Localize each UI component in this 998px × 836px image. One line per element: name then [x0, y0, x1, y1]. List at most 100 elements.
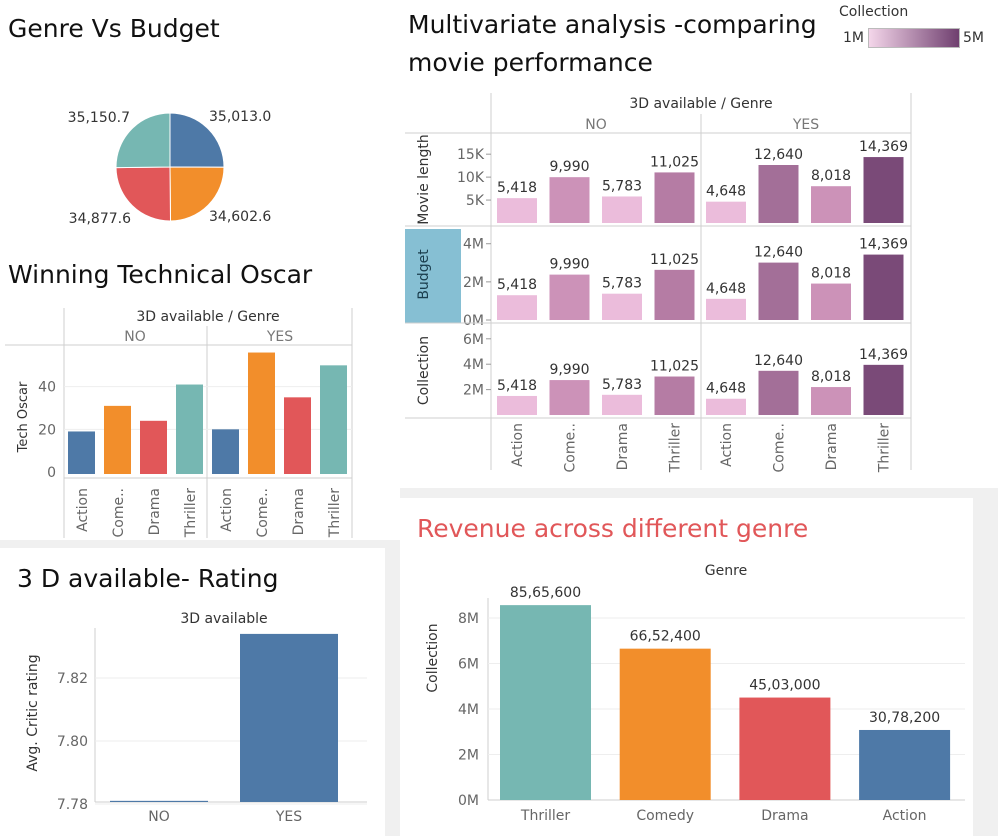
revenue-ytick: 4M — [458, 702, 479, 718]
revenue-bar-label: 45,03,000 — [749, 678, 820, 694]
multi-bar-0-yes-0 — [706, 201, 746, 223]
multi-ytick: 5K — [466, 193, 485, 209]
multi-xtick: Thriller — [668, 423, 684, 473]
rating-panel: 3 D available- Rating 3D available 7.78 7.… — [0, 548, 385, 836]
multi-ytick: 4M — [463, 237, 484, 253]
multi-bar-label: 5,783 — [602, 276, 642, 292]
multi-bar-2-no-1 — [549, 380, 590, 415]
revenue-ytick: 0M — [458, 793, 479, 809]
rating-bar-yes — [240, 633, 338, 802]
multi-bar-0-yes-2 — [811, 186, 851, 223]
oscar-xtick: Action — [75, 488, 91, 532]
oscar-bar-no-1 — [104, 405, 131, 474]
rating-ytick: 7.80 — [57, 734, 88, 750]
pie-panel: Genre Vs Budget 35,013.0 34,602.6 34,877.6… — [0, 0, 400, 262]
pie-slice-comedy — [169, 166, 225, 222]
multi-bar-1-yes-3 — [863, 254, 904, 320]
oscar-chart: 3D available / Genre NO YES 0 20 40 Tech Oscar… — [5, 308, 353, 538]
multi-bar-2-no-3 — [654, 376, 695, 415]
multi-bar-label: 8,018 — [811, 168, 851, 184]
multi-group-no: NO — [585, 117, 607, 133]
multi-bar-1-yes-2 — [811, 283, 851, 320]
multi-header: 3D available / Genre — [629, 96, 772, 112]
multi-bar-1-yes-0 — [706, 298, 746, 320]
pie-label-comedy: 34,602.6 — [209, 209, 271, 225]
multi-bar-label: 5,418 — [497, 277, 537, 293]
oscar-xtick: Come.. — [111, 488, 127, 538]
multi-bar-0-no-2 — [602, 196, 642, 223]
multi-row-label: Movie length — [416, 134, 432, 225]
multi-xtick: Drama — [824, 423, 840, 470]
revenue-chart: Genre 0M 2M 4M 6M 8M Collection 85,65,600 Thrill… — [425, 563, 965, 824]
multi-row-label: Budget — [416, 249, 432, 300]
multi-bar-label: 14,369 — [859, 347, 908, 363]
oscar-panel: Winning Technical Oscar 3D available / G… — [0, 262, 400, 540]
multi-bar-0-yes-1 — [758, 165, 799, 223]
revenue-bar-label: 30,78,200 — [869, 710, 940, 726]
multi-bar-label: 12,640 — [754, 245, 803, 261]
multi-ytick: 15K — [457, 147, 485, 163]
multi-row-label: Collection — [416, 336, 432, 405]
multi-bar-2-yes-2 — [811, 387, 851, 415]
multi-bar-label: 9,990 — [549, 159, 589, 175]
pie-slice-action — [169, 112, 225, 168]
multi-ytick: 6M — [463, 332, 484, 348]
oscar-group-no: NO — [124, 329, 146, 345]
multi-row-highlight — [405, 229, 461, 323]
multi-bar-1-no-1 — [549, 274, 590, 320]
multi-xtick: Action — [510, 423, 526, 467]
pie-label-thriller: 35,150.7 — [68, 110, 130, 126]
multi-bar-2-yes-1 — [758, 370, 799, 415]
rating-chart: 3D available 7.78 7.80 7.82 Avg. Critic rati… — [25, 611, 367, 825]
revenue-xtick: Action — [883, 808, 927, 824]
multi-xtick: Come.. — [772, 423, 788, 473]
multi-bar-label: 5,418 — [497, 378, 537, 394]
multi-bar-label: 8,018 — [811, 266, 851, 282]
oscar-ytick: 40 — [38, 380, 56, 396]
multi-title-line1: Multivariate analysis -comparing — [408, 10, 817, 39]
rating-ytick: 7.82 — [57, 671, 88, 687]
multi-bar-2-yes-0 — [706, 398, 746, 415]
multi-bar-label: 4,648 — [706, 184, 746, 200]
rating-title: 3 D available- Rating — [17, 564, 279, 593]
rating-ylabel: Avg. Critic rating — [25, 654, 41, 771]
revenue-header: Genre — [705, 563, 747, 579]
oscar-bar-no-0 — [68, 431, 95, 474]
oscar-bar-yes-1 — [248, 352, 275, 474]
multi-bar-0-no-0 — [497, 198, 537, 223]
pie-slice-drama — [115, 166, 172, 222]
revenue-ylabel: Collection — [425, 623, 441, 692]
revenue-xtick: Thriller — [520, 808, 570, 824]
multi-bar-1-yes-1 — [758, 262, 799, 320]
multi-xtick: Thriller — [877, 423, 893, 473]
legend-title: Collection — [839, 4, 909, 20]
multi-bar-label: 4,648 — [706, 381, 746, 397]
multi-bar-label: 12,640 — [754, 353, 803, 369]
multi-bar-1-no-3 — [654, 269, 695, 320]
revenue-ytick: 6M — [458, 657, 479, 673]
multi-ytick: 10K — [457, 170, 485, 186]
legend-min: 1M — [843, 30, 864, 46]
multi-bar-1-no-2 — [602, 293, 642, 320]
revenue-bar-comedy — [619, 648, 711, 800]
revenue-bar-drama — [739, 697, 831, 800]
pie-chart: 35,013.0 34,602.6 34,877.6 35,150.7 — [68, 109, 272, 227]
rating-ytick: 7.78 — [57, 797, 88, 813]
revenue-panel: Revenue across different genre Genre 0M 2M… — [400, 498, 973, 836]
oscar-xtick: Drama — [147, 488, 163, 535]
multi-bar-label: 8,018 — [811, 369, 851, 385]
oscar-ytick: 0 — [47, 465, 56, 481]
multi-bar-label: 11,025 — [650, 154, 699, 170]
multi-bar-0-no-1 — [549, 177, 590, 223]
multi-bar-label: 11,025 — [650, 252, 699, 268]
pie-slice-thriller — [115, 112, 171, 169]
pie-label-drama: 34,877.6 — [69, 211, 131, 227]
rating-header: 3D available — [180, 611, 267, 627]
oscar-title: Winning Technical Oscar — [8, 262, 313, 289]
multi-bar-1-no-0 — [497, 295, 537, 320]
multi-bar-label: 9,990 — [549, 362, 589, 378]
multi-bar-label: 5,783 — [602, 377, 642, 393]
oscar-bar-no-2 — [140, 420, 167, 474]
oscar-bar-no-3 — [176, 384, 203, 474]
oscar-xtick: Action — [219, 488, 235, 532]
